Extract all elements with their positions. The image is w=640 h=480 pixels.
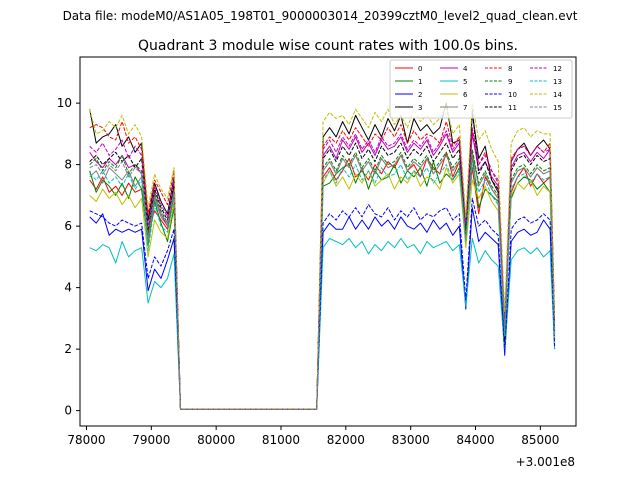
y-tick-label: 10 bbox=[57, 96, 72, 110]
series-line-11 bbox=[89, 108, 556, 410]
legend-label-1: 1 bbox=[418, 78, 422, 86]
legend-label-8: 8 bbox=[508, 65, 512, 73]
legend-label-3: 3 bbox=[418, 104, 422, 112]
x-tick-label: 84000 bbox=[456, 433, 494, 447]
legend-label-4: 4 bbox=[463, 65, 468, 73]
series-line-12 bbox=[89, 127, 556, 410]
legend-label-12: 12 bbox=[553, 65, 562, 73]
series-line-3 bbox=[89, 102, 556, 410]
x-tick-label: 85000 bbox=[521, 433, 559, 447]
legend-label-0: 0 bbox=[418, 65, 422, 73]
legend-label-13: 13 bbox=[553, 78, 562, 86]
x-tick-label: 81000 bbox=[262, 433, 300, 447]
legend-box bbox=[389, 59, 573, 119]
y-tick-label: 4 bbox=[64, 281, 72, 295]
legend-label-9: 9 bbox=[508, 78, 512, 86]
series-line-10 bbox=[89, 197, 556, 410]
y-tick-label: 0 bbox=[64, 404, 72, 418]
series-line-2 bbox=[89, 207, 556, 410]
y-tick-label: 6 bbox=[64, 219, 72, 233]
legend-label-2: 2 bbox=[418, 91, 422, 99]
y-axis: 0 2 4 6 8 10 bbox=[57, 96, 80, 418]
figure-suptitle: Data file: modeM0/AS1A05_198T01_90000030… bbox=[63, 9, 578, 23]
x-tick-label: 80000 bbox=[197, 433, 235, 447]
plot-frame bbox=[79, 56, 577, 427]
legend-label-15: 15 bbox=[553, 104, 562, 112]
legend-label-7: 7 bbox=[463, 104, 467, 112]
y-tick-label: 8 bbox=[64, 158, 72, 172]
x-tick-label: 79000 bbox=[132, 433, 170, 447]
x-offset-label: +3.001e8 bbox=[516, 455, 575, 469]
series-line-14 bbox=[89, 102, 556, 410]
x-axis: 78000 79000 80000 81000 82000 83000 84000 85000 bbox=[67, 426, 559, 447]
plot-lines bbox=[89, 102, 556, 410]
chart-title: Quadrant 3 module wise count rates with … bbox=[138, 38, 518, 54]
legend-label-5: 5 bbox=[463, 78, 467, 86]
x-tick-label: 82000 bbox=[327, 433, 365, 447]
y-tick-label: 2 bbox=[64, 342, 72, 356]
legend-label-14: 14 bbox=[553, 91, 562, 99]
x-tick-label: 83000 bbox=[392, 433, 430, 447]
legend-label-10: 10 bbox=[508, 91, 517, 99]
legend-label-6: 6 bbox=[463, 91, 468, 99]
legend-label-11: 11 bbox=[508, 104, 517, 112]
series-line-15 bbox=[89, 154, 556, 410]
series-line-5 bbox=[89, 237, 556, 410]
x-tick-label: 78000 bbox=[67, 433, 105, 447]
